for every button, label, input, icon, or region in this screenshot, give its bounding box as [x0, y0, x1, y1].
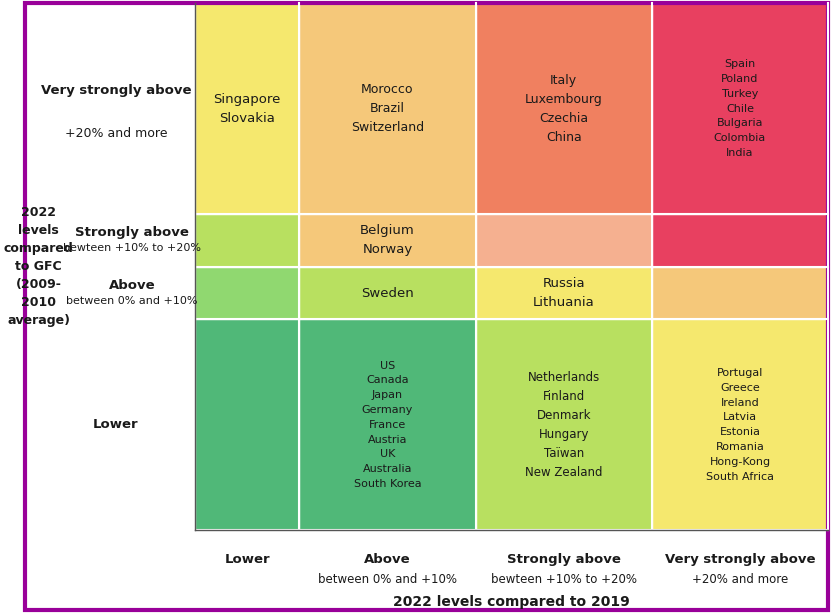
Text: Netherlands
Finland
Denmark
Hungary
Taïwan
New Zealand: Netherlands Finland Denmark Hungary Taïw…: [525, 371, 602, 479]
Text: Russia
Lithuania: Russia Lithuania: [533, 277, 595, 309]
Text: Sweden: Sweden: [361, 286, 414, 300]
Text: Spain
Poland
Turkey
Chile
Bulgaria
Colombia
India: Spain Poland Turkey Chile Bulgaria Colom…: [714, 59, 766, 158]
Text: Belgium
Norway: Belgium Norway: [360, 224, 414, 256]
Text: Singapore
Slovakia: Singapore Slovakia: [214, 93, 281, 124]
Text: between 0% and +10%: between 0% and +10%: [67, 296, 198, 306]
Text: Above: Above: [109, 279, 156, 292]
Text: +20% and more: +20% and more: [65, 126, 168, 140]
Text: between 0% and +10%: between 0% and +10%: [318, 573, 457, 586]
Text: Strongly above: Strongly above: [75, 226, 189, 240]
Bar: [652, 3, 828, 214]
Text: bewteen +10% to +20%: bewteen +10% to +20%: [490, 573, 636, 586]
Bar: [652, 267, 828, 319]
Text: US
Canada
Japan
Germany
France
Austria
UK
Australia
South Korea: US Canada Japan Germany France Austria U…: [354, 360, 421, 489]
Text: 2022
levels
compared
to GFC
(2009-
2010
average): 2022 levels compared to GFC (2009- 2010 …: [3, 206, 73, 327]
Text: Above: Above: [364, 552, 411, 566]
Text: Very strongly above: Very strongly above: [41, 83, 191, 97]
Bar: [652, 214, 828, 267]
Text: Strongly above: Strongly above: [507, 552, 620, 566]
Bar: [475, 267, 652, 319]
Bar: [475, 3, 652, 214]
Text: Lower: Lower: [224, 552, 270, 566]
Bar: [299, 267, 475, 319]
Bar: [195, 267, 299, 319]
Bar: [299, 3, 475, 214]
Text: Very strongly above: Very strongly above: [665, 552, 815, 566]
Bar: [299, 214, 475, 267]
Text: bewteen +10% to +20%: bewteen +10% to +20%: [63, 243, 201, 253]
Text: Portugal
Greece
Ireland
Latvia
Estonia
Romania
Hong-Kong
South Africa: Portugal Greece Ireland Latvia Estonia R…: [706, 368, 774, 482]
Text: +20% and more: +20% and more: [692, 573, 788, 586]
Text: 2022 levels compared to 2019: 2022 levels compared to 2019: [394, 595, 630, 609]
Text: Morocco
Brazil
Switzerland: Morocco Brazil Switzerland: [351, 83, 424, 134]
Bar: [195, 319, 299, 530]
Bar: [652, 319, 828, 530]
Bar: [475, 319, 652, 530]
Text: Lower: Lower: [93, 418, 138, 432]
Bar: [195, 3, 299, 214]
Bar: [299, 319, 475, 530]
Bar: [195, 214, 299, 267]
Bar: [475, 214, 652, 267]
Text: Italy
Luxembourg
Czechia
China: Italy Luxembourg Czechia China: [525, 74, 603, 143]
